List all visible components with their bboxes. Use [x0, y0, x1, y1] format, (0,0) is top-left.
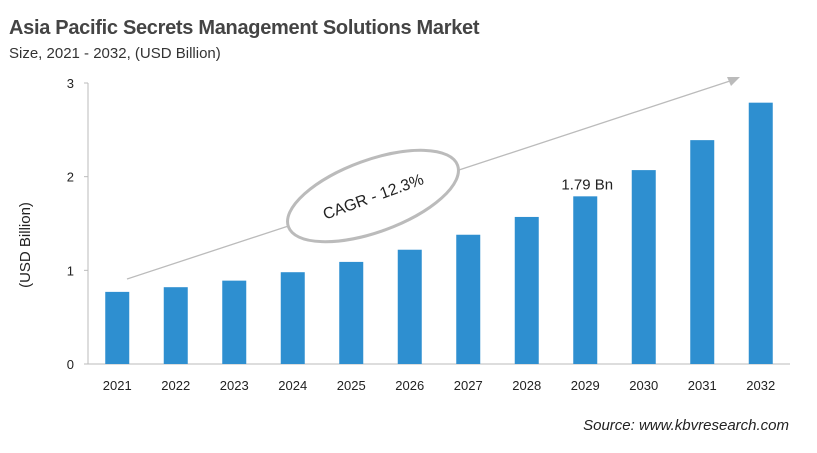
bar-2030: [631, 170, 656, 364]
x-tick-label: 2031: [688, 378, 717, 393]
y-axis-label: (USD Billion): [17, 202, 34, 288]
bar-2021: [105, 291, 130, 364]
bar-2023: [222, 280, 247, 364]
x-tick-label: 2028: [512, 378, 541, 393]
bar-2027: [456, 234, 481, 364]
bar-2022: [163, 287, 188, 364]
bar-2024: [280, 272, 305, 364]
cagr-ellipse: [286, 148, 460, 244]
x-tick-label: 2029: [571, 378, 600, 393]
x-tick-label: 2026: [395, 378, 424, 393]
bar-2026: [397, 249, 422, 364]
source-note: Source: www.kbvresearch.com: [583, 417, 789, 434]
y-tick-label: 2: [67, 170, 74, 185]
x-tick-label: 2027: [454, 378, 483, 393]
data-label-2029: 1.79 Bn: [561, 176, 613, 193]
x-tick-label: 2024: [278, 378, 307, 393]
bar-2029: [573, 196, 598, 364]
x-tick-label: 2030: [629, 378, 658, 393]
bar-2032: [748, 102, 773, 365]
trend-arrow-head: [727, 77, 740, 86]
x-tick-label: 2025: [337, 378, 366, 393]
bar-2025: [339, 261, 364, 364]
x-tick-label: 2021: [103, 378, 132, 393]
x-tick-label: 2022: [161, 378, 190, 393]
chart-subtitle: Size, 2021 - 2032, (USD Billion): [9, 45, 221, 62]
y-tick-label: 0: [67, 357, 74, 372]
chart-title: Asia Pacific Secrets Management Solution…: [9, 17, 480, 39]
y-tick-label: 1: [67, 263, 74, 278]
x-tick-label: 2023: [220, 378, 249, 393]
x-tick-label: 2032: [746, 378, 775, 393]
bar-2028: [514, 216, 539, 364]
y-tick-label: 3: [67, 76, 74, 91]
bar-2031: [690, 140, 715, 364]
